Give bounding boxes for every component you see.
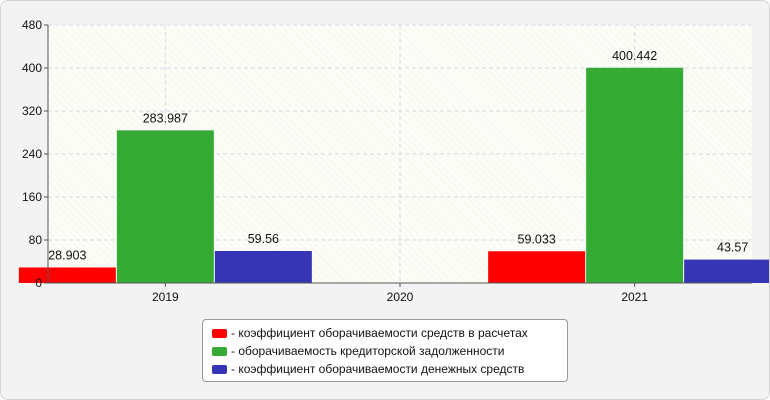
data-label: 400.442 [612, 49, 657, 63]
bar [488, 251, 586, 283]
y-tick-label: 320 [22, 104, 42, 118]
axes [44, 24, 752, 287]
bar [116, 130, 214, 283]
tick-labels: 0 80 160 240 320 400 480 2019 2020 2021 [22, 18, 648, 304]
y-tick-label: 0 [35, 276, 42, 290]
data-label: 28.903 [48, 248, 86, 262]
x-tick-label: 2019 [152, 290, 179, 304]
y-tick-label: 80 [29, 233, 43, 247]
bar [18, 267, 116, 283]
legend-swatch [212, 346, 227, 356]
bar [214, 250, 312, 283]
legend-item: - оборачиваемость кредиторской задолженн… [212, 342, 567, 360]
data-label: 59.56 [248, 232, 279, 246]
y-tick-label: 400 [22, 61, 42, 75]
legend-swatch [212, 328, 227, 338]
legend-item: - коэффициент оборачиваемости средств в … [212, 324, 567, 342]
legend-swatch [212, 364, 227, 374]
data-label: 59.033 [518, 232, 556, 246]
y-tick-label: 240 [22, 147, 42, 161]
legend-label: - оборачиваемость кредиторской задолженн… [231, 344, 505, 358]
data-label: 283.987 [143, 111, 188, 125]
data-labels: 28.903 59.033 283.987 400.442 59.56 43.57 [48, 49, 748, 263]
legend: - коэффициент оборачиваемости средств в … [202, 319, 568, 382]
legend-label: - коэффициент оборачиваемости денежных с… [231, 362, 525, 376]
bars [18, 67, 769, 284]
bar [684, 259, 769, 283]
x-tick-label: 2020 [387, 290, 414, 304]
bar [586, 67, 684, 284]
data-label: 43.57 [717, 241, 748, 255]
y-tick-label: 480 [22, 18, 42, 32]
x-tick-label: 2021 [621, 290, 648, 304]
legend-label: - коэффициент оборачиваемости средств в … [231, 326, 528, 340]
legend-item: - коэффициент оборачиваемости денежных с… [212, 360, 567, 378]
y-tick-label: 160 [22, 190, 42, 204]
